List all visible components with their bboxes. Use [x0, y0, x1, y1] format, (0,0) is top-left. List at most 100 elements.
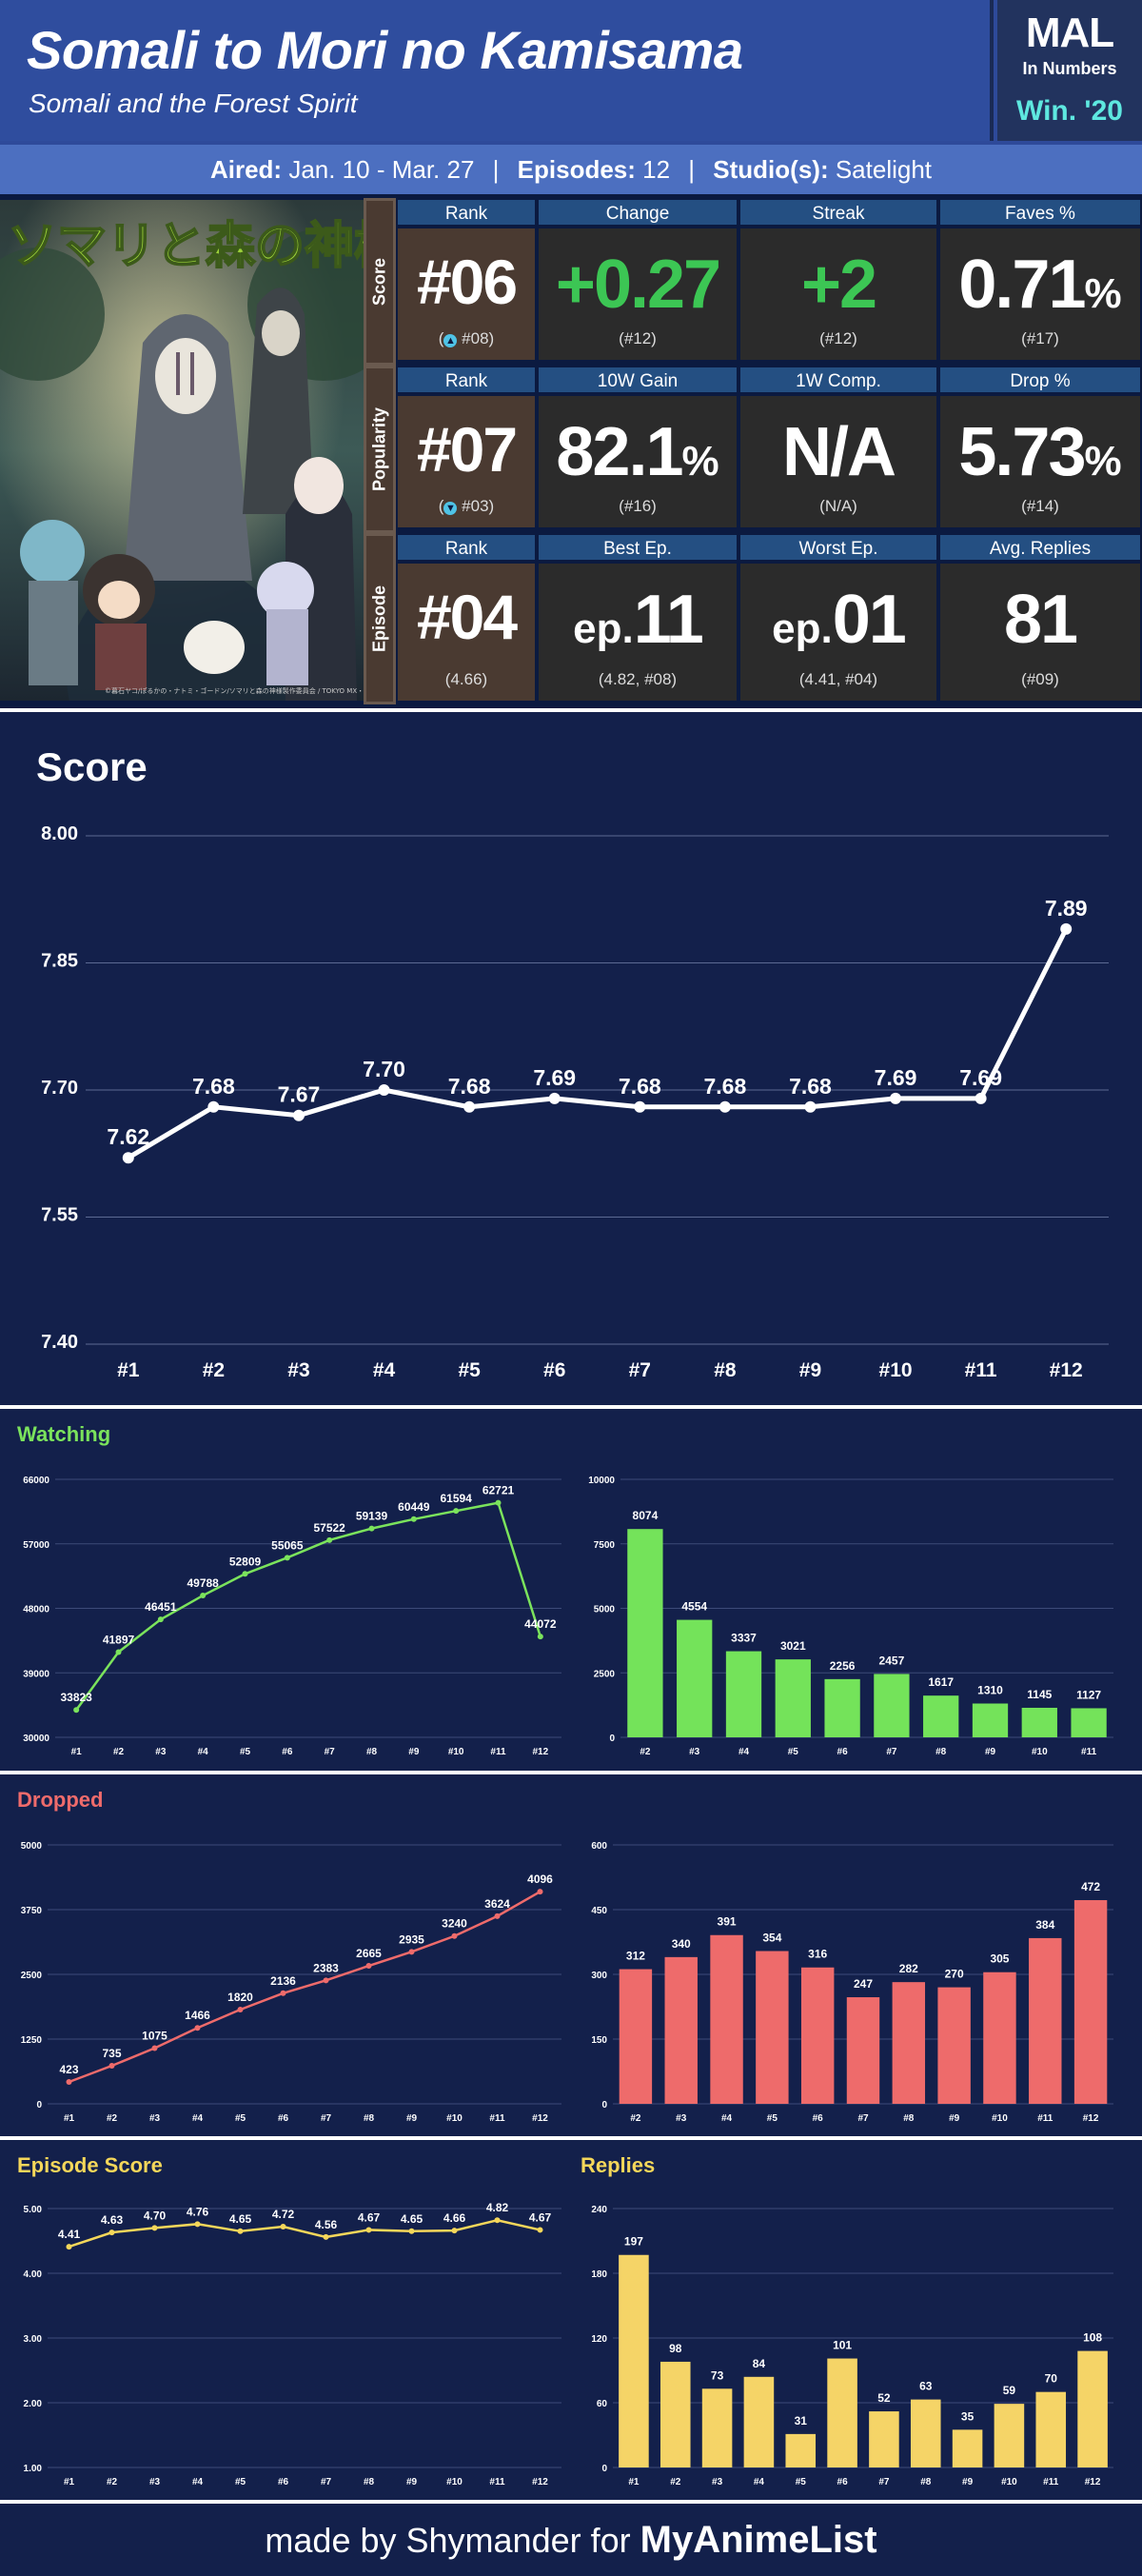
data-point [66, 2078, 72, 2085]
header-ep-replies: Avg. Replies [938, 533, 1142, 562]
data-point [494, 2217, 501, 2224]
score-streak-rank: (#12) [819, 329, 857, 347]
x-tick-label: #10 [992, 2113, 1008, 2124]
bar-value-label: 73 [711, 2368, 724, 2382]
x-tick-label: #7 [886, 1747, 897, 1757]
bar [827, 2358, 857, 2467]
ep-worst-value: ep.01 [772, 582, 907, 658]
bar-value-label: 2256 [830, 1659, 856, 1673]
x-tick-label: #9 [962, 2477, 974, 2487]
y-tick-label: 4.00 [24, 2269, 43, 2280]
bar [1073, 1900, 1108, 2104]
x-tick-label: #10 [1032, 1747, 1048, 1757]
header: Somali to Mori no Kamisama Somali and th… [0, 0, 1142, 145]
bar [910, 2399, 941, 2467]
y-tick-label: 1.00 [24, 2464, 43, 2474]
y-tick-label: 30000 [23, 1734, 49, 1744]
data-point [368, 1525, 375, 1532]
x-tick-label: #9 [408, 1747, 420, 1757]
footer: made by Shymander for MyAnimeList [0, 2500, 1142, 2576]
x-tick-label: #7 [321, 2113, 332, 2124]
ep-replies-value: 81 [1003, 582, 1078, 658]
x-tick-label: #4 [754, 2477, 765, 2487]
x-tick-label: #12 [1085, 2477, 1101, 2487]
data-point [365, 2227, 372, 2233]
bar [983, 1972, 1016, 2104]
y-tick-label: 57000 [23, 1540, 49, 1551]
data-point [194, 2221, 201, 2228]
data-point [207, 1100, 220, 1113]
data-point [323, 1977, 329, 1984]
data-label: 4.66 [443, 2211, 466, 2225]
x-tick-label: #8 [714, 1359, 737, 1381]
data-point [194, 2025, 201, 2031]
bar [1035, 2391, 1067, 2467]
header-pop-gain: 10W Gain [537, 366, 738, 394]
data-point [975, 1092, 987, 1104]
data-label: 7.68 [789, 1074, 832, 1099]
score-faves-rank: (#17) [1021, 329, 1059, 347]
bar [619, 1969, 653, 2104]
x-tick-label: #7 [878, 2477, 890, 2487]
y-tick-label: 60 [597, 2399, 608, 2409]
bar-value-label: 270 [945, 1968, 964, 1981]
bar [1077, 2350, 1108, 2467]
x-tick-label: #10 [446, 2477, 463, 2487]
bar [664, 1956, 698, 2104]
y-tick-label: 2500 [594, 1669, 616, 1679]
y-tick-label: 3750 [21, 1906, 43, 1916]
bar [756, 1951, 789, 2104]
y-tick-label: 240 [591, 2205, 607, 2215]
data-point [237, 2228, 244, 2234]
x-tick-label: #12 [532, 1747, 548, 1757]
x-tick-label: #11 [490, 1747, 506, 1757]
y-tick-label: 66000 [23, 1476, 49, 1486]
score-change-cell: +0.27 (#12) [537, 227, 738, 362]
data-point [280, 1990, 286, 1996]
x-tick-label: #3 [287, 1359, 309, 1381]
x-tick-label: #3 [149, 2113, 161, 2124]
header-ep-rank: Rank [396, 533, 537, 562]
pop-rank-previous: (▼ #03) [438, 497, 495, 515]
row-label-popularity: Popularity [364, 366, 396, 533]
x-tick-label: #8 [935, 1747, 947, 1757]
x-tick-label: #3 [155, 1747, 167, 1757]
score-chart-section: Score 7.40 7.55 7.70 7.85 8.00 7.62 7.68 7.67 7.… [0, 708, 1142, 1405]
ep-best-value: ep.11 [573, 582, 704, 658]
header-score-streak: Streak [738, 198, 938, 227]
x-tick-label: #7 [325, 1747, 336, 1757]
bar [725, 1651, 762, 1737]
header-score-rank: Rank [396, 198, 537, 227]
bar-value-label: 70 [1045, 2372, 1058, 2386]
data-point [292, 1109, 305, 1121]
poster-image: ソマリと森の神様 ©暮石ヤコ/ぽるかの・ナトミ・ゴードン/ソマリと森の神様製作委… [0, 200, 364, 701]
score-chart-title: Score [36, 744, 148, 789]
stats-panel: ソマリと森の神様 ©暮石ヤコ/ぽるかの・ナトミ・ゴードン/ソマリと森の神様製作委… [0, 194, 1142, 708]
y-tick-label: 5000 [594, 1605, 616, 1615]
data-label: 4.56 [315, 2218, 338, 2231]
x-tick-label: #11 [1081, 1747, 1097, 1757]
bar [994, 2404, 1025, 2467]
title-box: Somali to Mori no Kamisama Somali and th… [0, 0, 994, 141]
episode-score-title: Episode Score [17, 2153, 163, 2177]
x-tick-label: #6 [282, 1747, 293, 1757]
ep-best-detail: (4.82, #08) [598, 670, 678, 688]
bar-value-label: 1310 [977, 1683, 1003, 1696]
y-tick-label: 150 [591, 2035, 607, 2046]
y-tick-label: 7.85 [41, 951, 78, 972]
x-tick-label: #11 [1043, 2477, 1059, 2487]
y-tick-label: 5.00 [24, 2205, 43, 2215]
x-tick-label: #3 [712, 2477, 723, 2487]
x-tick-label: #2 [670, 2477, 681, 2487]
mal-logo: MAL [1025, 10, 1114, 56]
data-label: 735 [102, 2047, 121, 2060]
score-faves-cell: 0.71% (#17) [938, 227, 1142, 362]
pop-comp-value: N/A [782, 414, 896, 490]
bar-value-label: 340 [672, 1937, 691, 1951]
data-point [804, 1100, 817, 1113]
x-tick-label: #6 [278, 2113, 289, 2124]
data-point [1060, 922, 1073, 935]
x-tick-label: #12 [1050, 1359, 1083, 1381]
x-tick-label: #11 [489, 2477, 505, 2487]
data-label: 2383 [313, 1961, 339, 1974]
